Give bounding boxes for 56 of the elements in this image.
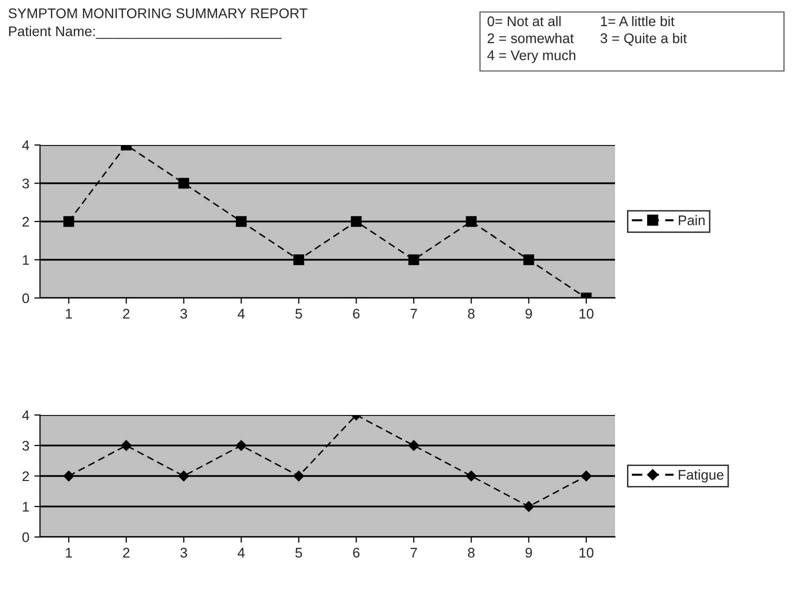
y-tick-label: 3 [22,440,29,451]
legend-label: Fatigue [678,470,724,482]
x-tick-label: 9 [526,308,532,319]
x-tick-label: 9 [526,548,532,558]
point [408,440,420,451]
x-tick-label: 3 [180,548,187,558]
point [63,216,74,227]
x-tick-label: 5 [295,308,302,319]
x-tick-label: 10 [580,308,594,319]
point [466,470,477,482]
y-tick-label: 0 [22,293,30,304]
y-tick-label: 3 [22,178,29,188]
point [236,216,247,227]
x-tick-label: 4 [238,548,245,558]
point [293,470,304,482]
x-tick-label: 10 [580,548,594,558]
text: Patient Name:________________________ [9,26,282,39]
x-tick-label: 1 [66,308,72,318]
point [293,254,304,266]
text: 0= Not at all [488,16,561,26]
point [236,440,247,451]
x-tick-label: 8 [468,548,475,558]
x-tick-label: 2 [123,548,130,558]
x-tick-label: 7 [410,548,417,558]
x-tick-label: 1 [66,548,72,558]
text: 2 = somewhat [488,33,574,44]
x-tick-label: 2 [123,308,130,318]
x-tick-label: 8 [468,308,475,319]
point [120,440,132,451]
y-tick-label: 4 [22,140,30,150]
y-tick-label: 0 [22,532,30,542]
x-tick-label: 5 [295,548,302,558]
point [523,254,534,266]
x-tick-label: 3 [180,308,187,319]
x-tick-label: 6 [353,308,360,319]
point [178,470,190,482]
x-tick-label: 6 [353,548,360,558]
text: 4 = Very much [487,50,576,63]
x-tick-label: 7 [410,308,417,318]
y-tick-label: 4 [22,410,30,420]
point [408,254,420,266]
y-tick-label: 1 [22,255,29,265]
legend-label: Pain [678,215,705,226]
text: 1= A little bit [601,16,674,26]
y-tick-label: 2 [22,471,29,482]
point [63,470,74,482]
chart-title: SYMPTOM MONITORING SUMMARY REPORT [8,8,308,18]
point [580,470,592,482]
y-tick-label: 2 [22,216,29,227]
point [523,501,534,512]
point [466,216,477,227]
x-tick-label: 4 [238,308,245,318]
point [178,178,190,189]
y-tick-label: 1 [22,502,29,512]
point [350,216,362,227]
text: 3 = Quite a bit [600,33,687,46]
